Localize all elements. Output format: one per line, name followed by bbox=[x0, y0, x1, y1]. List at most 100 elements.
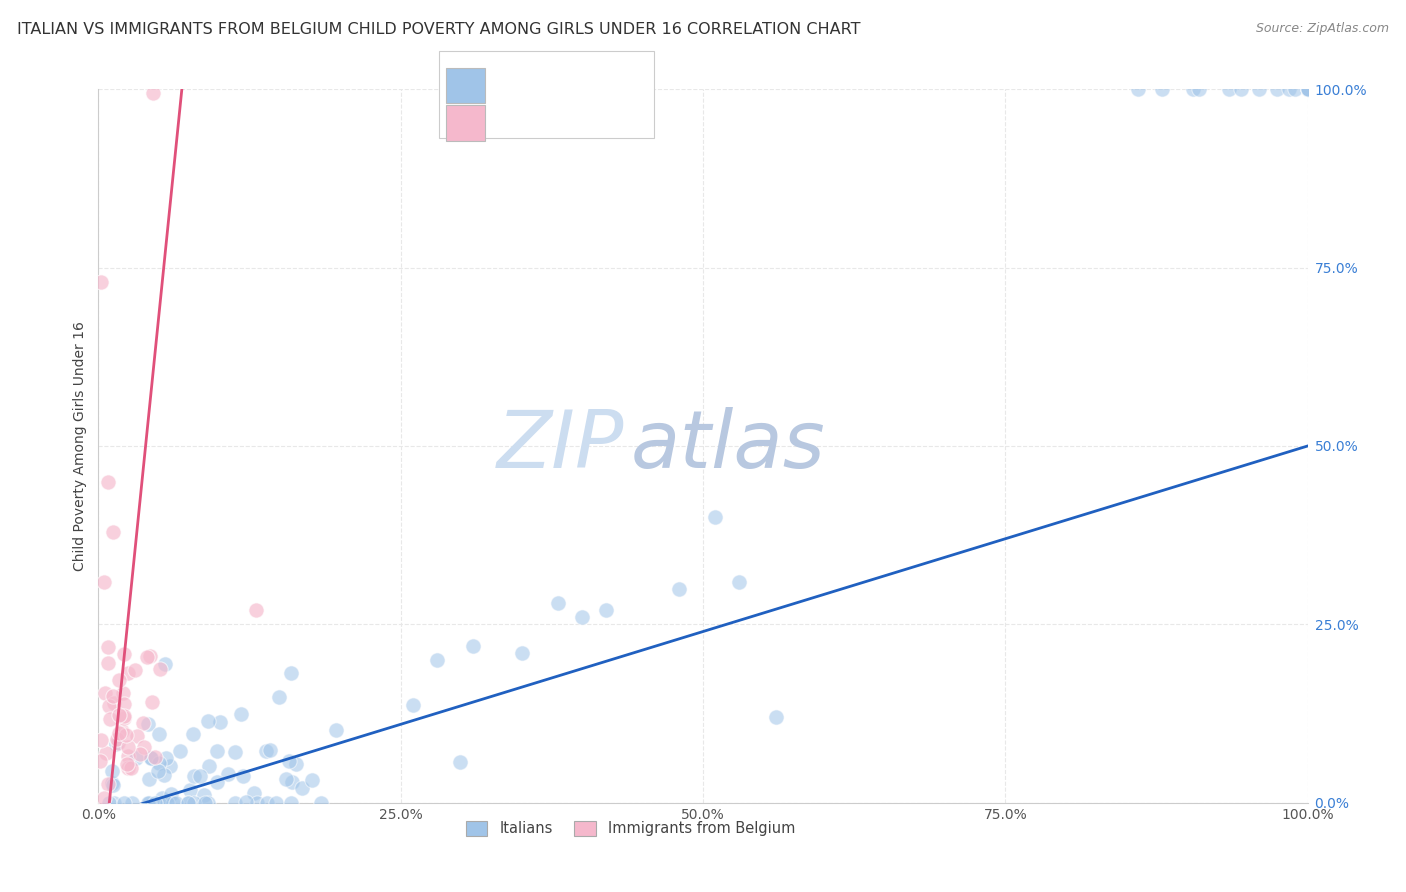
Point bbox=[97, 640, 120, 654]
Text: ITALIAN VS IMMIGRANTS FROM BELGIUM CHILD POVERTY AMONG GIRLS UNDER 16 CORRELATIO: ITALIAN VS IMMIGRANTS FROM BELGIUM CHILD… bbox=[17, 22, 860, 37]
Point bbox=[94, 747, 117, 761]
Point bbox=[197, 796, 219, 810]
Point bbox=[1267, 82, 1289, 96]
Point bbox=[93, 574, 115, 589]
Point bbox=[148, 756, 170, 771]
Point bbox=[402, 698, 425, 712]
Point bbox=[156, 796, 179, 810]
Text: R =: R = bbox=[495, 75, 531, 93]
Point bbox=[112, 647, 135, 661]
Point bbox=[101, 524, 124, 539]
Point bbox=[765, 710, 787, 724]
Point bbox=[141, 750, 163, 764]
Point bbox=[117, 748, 139, 763]
Text: Source: ZipAtlas.com: Source: ZipAtlas.com bbox=[1256, 22, 1389, 36]
Point bbox=[1296, 82, 1319, 96]
Point bbox=[97, 656, 120, 670]
Point bbox=[159, 759, 181, 773]
Point bbox=[94, 686, 117, 700]
Point bbox=[276, 772, 298, 786]
Point bbox=[217, 767, 239, 781]
Point bbox=[97, 796, 120, 810]
Text: ZIP: ZIP bbox=[498, 407, 624, 485]
Point bbox=[256, 796, 278, 810]
Point bbox=[183, 769, 205, 783]
Point bbox=[120, 761, 142, 775]
Point bbox=[125, 751, 148, 765]
Point bbox=[138, 772, 160, 786]
Point bbox=[1152, 82, 1174, 96]
Point bbox=[510, 646, 533, 660]
Point bbox=[111, 723, 134, 738]
Point bbox=[138, 796, 160, 810]
Point bbox=[134, 740, 156, 755]
Point bbox=[165, 796, 187, 810]
Point bbox=[197, 759, 219, 773]
Point bbox=[149, 662, 172, 676]
Point bbox=[153, 768, 176, 782]
Point bbox=[183, 796, 205, 810]
Point bbox=[103, 689, 125, 703]
Point bbox=[162, 796, 184, 810]
Point bbox=[97, 777, 120, 791]
Point bbox=[108, 673, 131, 687]
Point bbox=[291, 781, 314, 796]
Point bbox=[93, 791, 115, 805]
Point bbox=[143, 749, 166, 764]
Point bbox=[704, 510, 727, 524]
Point bbox=[280, 796, 302, 810]
Point bbox=[571, 610, 593, 624]
Point bbox=[194, 796, 217, 810]
Point bbox=[246, 796, 269, 810]
Point bbox=[117, 740, 139, 755]
Point bbox=[668, 582, 690, 596]
Point bbox=[136, 796, 159, 810]
Point bbox=[155, 657, 177, 671]
Point bbox=[142, 86, 165, 100]
Point bbox=[105, 731, 128, 746]
Point bbox=[1296, 82, 1319, 96]
Point bbox=[595, 603, 617, 617]
Point bbox=[179, 783, 201, 797]
Point bbox=[728, 574, 751, 589]
Text: 94: 94 bbox=[631, 75, 655, 93]
Text: N =: N = bbox=[598, 75, 634, 93]
Point bbox=[547, 596, 569, 610]
Point bbox=[209, 714, 232, 729]
Point bbox=[143, 796, 166, 810]
Point bbox=[1128, 82, 1150, 96]
Point bbox=[1230, 82, 1253, 96]
Point bbox=[281, 774, 304, 789]
Point bbox=[131, 715, 153, 730]
Point bbox=[108, 726, 131, 740]
Point bbox=[1249, 82, 1271, 96]
Point bbox=[325, 723, 347, 737]
Point bbox=[148, 727, 170, 741]
Point bbox=[188, 769, 211, 783]
Point bbox=[193, 788, 215, 802]
Point bbox=[138, 716, 160, 731]
Point bbox=[1218, 82, 1240, 96]
Point bbox=[1278, 82, 1301, 96]
Point bbox=[112, 697, 135, 711]
Point bbox=[101, 778, 124, 792]
Y-axis label: Child Poverty Among Girls Under 16: Child Poverty Among Girls Under 16 bbox=[73, 321, 87, 571]
Point bbox=[135, 650, 157, 665]
Point bbox=[205, 775, 228, 789]
Point bbox=[129, 747, 152, 762]
Point bbox=[104, 737, 127, 751]
Point bbox=[254, 744, 277, 758]
Point bbox=[108, 708, 131, 723]
Point bbox=[169, 744, 191, 758]
Point bbox=[259, 743, 281, 757]
Point bbox=[112, 796, 135, 810]
Point bbox=[124, 663, 146, 677]
Text: N =: N = bbox=[598, 112, 634, 130]
Point bbox=[114, 710, 136, 724]
Point bbox=[121, 796, 143, 810]
Point bbox=[1296, 82, 1319, 96]
Point bbox=[245, 603, 267, 617]
Point bbox=[112, 709, 135, 723]
Point bbox=[242, 786, 264, 800]
Point bbox=[277, 754, 299, 768]
